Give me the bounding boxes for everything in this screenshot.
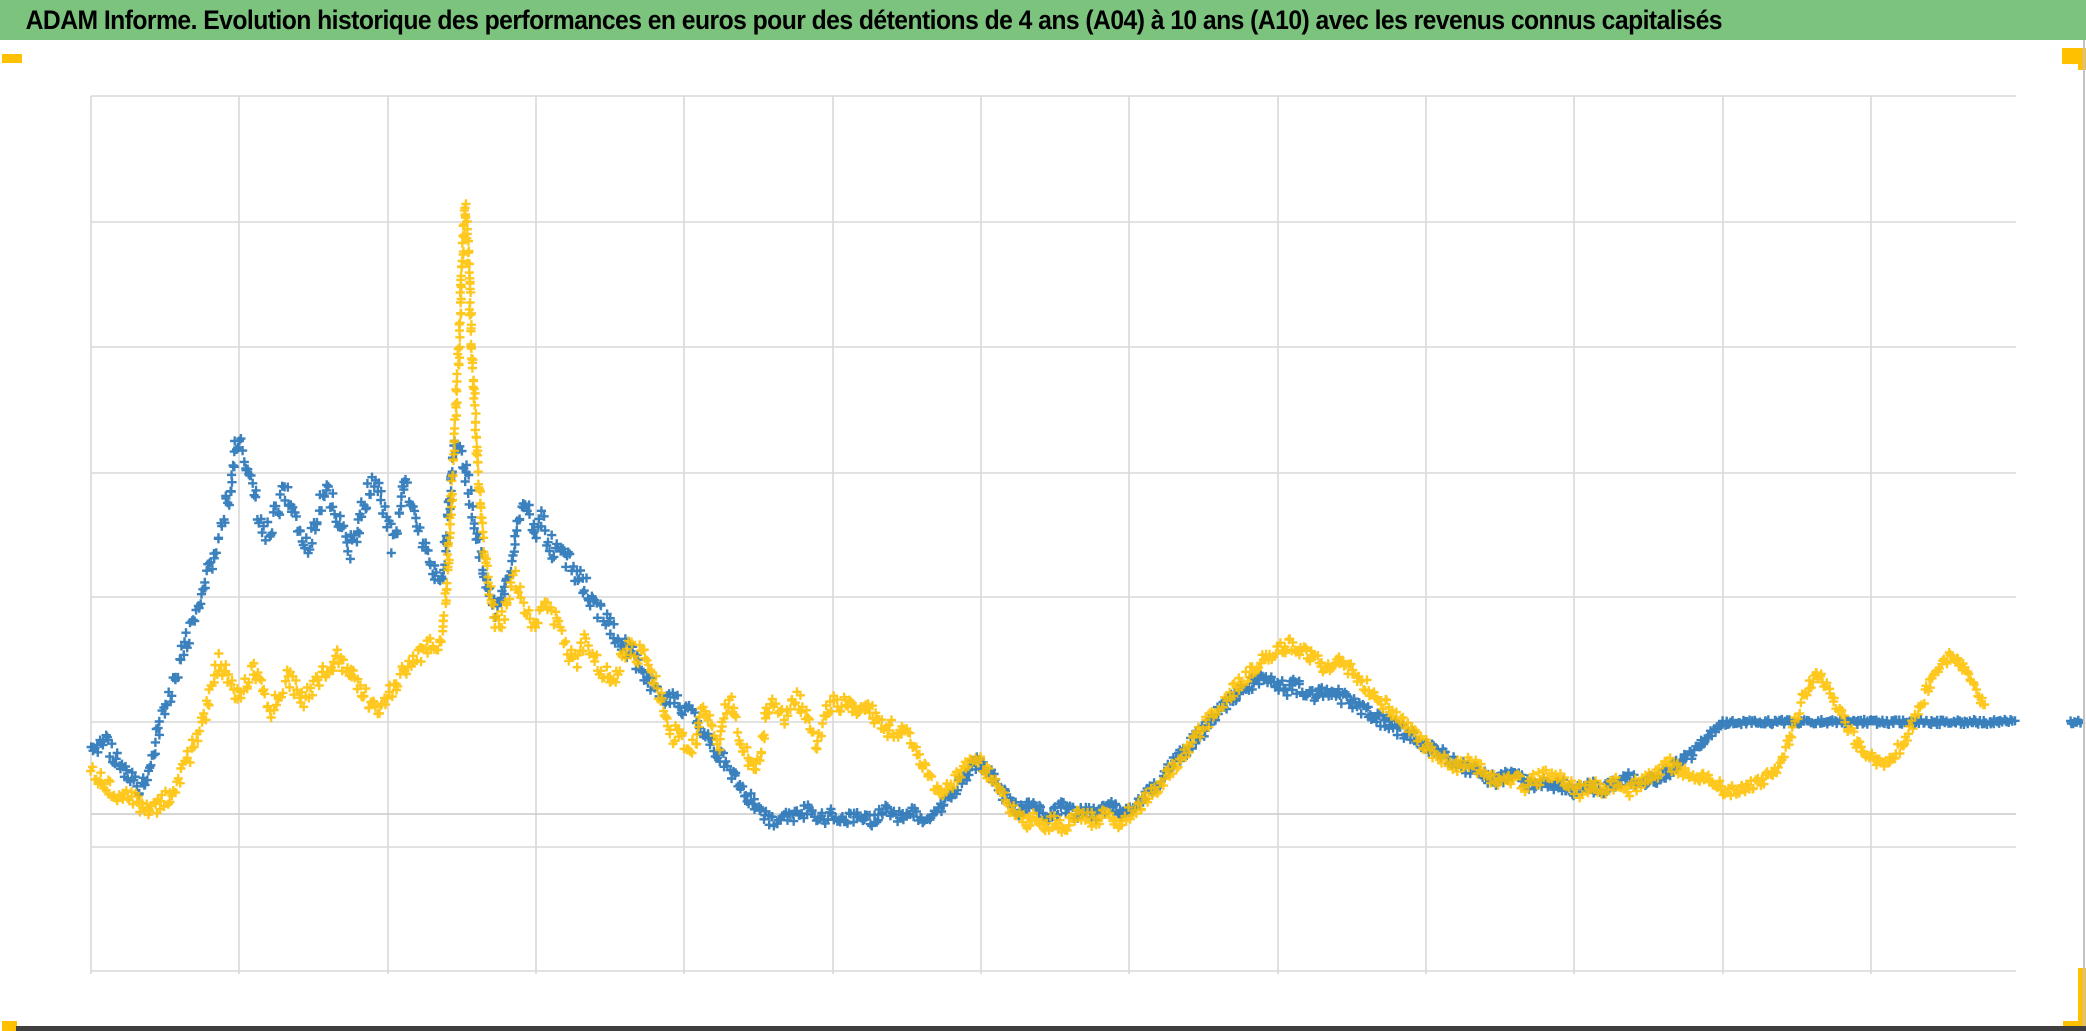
chart-title: ADAM Informe. Evolution historique des p… bbox=[25, 4, 1723, 35]
bottom-left-accent bbox=[2, 1021, 17, 1031]
slide-right-edge bbox=[2083, 40, 2085, 1027]
horizontal-gridlines bbox=[91, 95, 2016, 972]
top-right-accent-v bbox=[2078, 48, 2086, 70]
bottom-right-accent-v bbox=[2078, 968, 2086, 1023]
top-left-accent bbox=[2, 54, 22, 63]
yellow-series-markers bbox=[86, 199, 1990, 837]
blue-series-markers bbox=[86, 434, 2086, 831]
slide-bottom-border bbox=[16, 1026, 2086, 1031]
vertical-gridlines bbox=[90, 96, 1872, 974]
title-banner: ADAM Informe. Evolution historique des p… bbox=[0, 0, 2086, 40]
